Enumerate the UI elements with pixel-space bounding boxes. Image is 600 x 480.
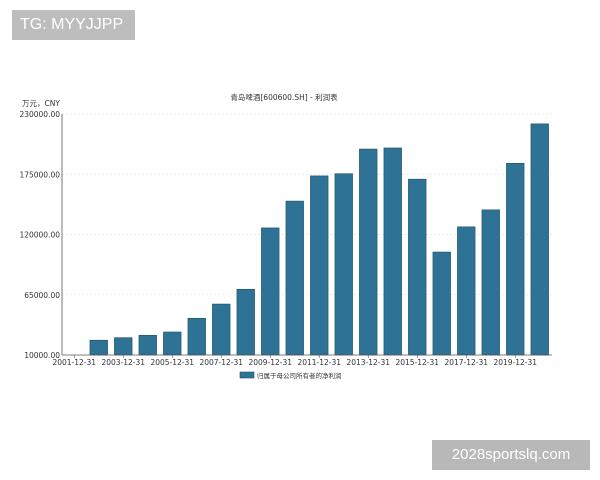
legend: 归属于母公司所有者的净利润	[239, 371, 342, 380]
bar	[261, 227, 280, 356]
bar	[408, 178, 427, 356]
tag-label: TG: MYYJJPP	[12, 10, 135, 40]
y-unit-label: 万元，CNY	[22, 99, 60, 108]
grid-lines	[62, 113, 552, 296]
x-tick-label: 2001-12-31	[52, 358, 96, 367]
bar	[89, 339, 108, 356]
y-tick-label: 230000.00	[19, 110, 60, 119]
x-tick-label: 2009-12-31	[248, 358, 292, 367]
y-tick-label: 65000.00	[24, 291, 60, 300]
legend-swatch	[239, 371, 255, 379]
bar	[285, 200, 304, 356]
x-tick-labels: 2001-12-31 2003-12-31 2005-12-31 2007-12-31…	[52, 355, 537, 367]
bar	[187, 318, 206, 356]
bar	[383, 147, 402, 356]
x-tick-label: 2011-12-31	[297, 358, 341, 367]
bar	[481, 209, 500, 356]
bar	[114, 337, 133, 356]
bar	[530, 123, 549, 356]
bar	[432, 251, 451, 356]
x-tick-label: 2005-12-31	[150, 358, 194, 367]
x-tick-label: 2019-12-31	[493, 358, 537, 367]
bar	[163, 331, 182, 356]
x-tick-label: 2003-12-31	[101, 358, 145, 367]
x-tick-label: 2013-12-31	[346, 358, 390, 367]
y-tick-label: 10000.00	[24, 351, 60, 360]
legend-label: 归属于母公司所有者的净利润	[257, 371, 342, 380]
y-tick-label: 120000.00	[19, 231, 60, 240]
bar	[236, 288, 255, 356]
bars	[89, 123, 549, 356]
bar	[457, 226, 476, 356]
x-tick-label: 2015-12-31	[395, 358, 439, 367]
bar	[138, 334, 157, 356]
axes	[61, 114, 552, 356]
bar	[310, 175, 329, 356]
bar	[334, 173, 353, 356]
bar	[212, 303, 231, 356]
watermark-label: 2028sportslq.com	[432, 440, 590, 470]
x-tick-label: 2007-12-31	[199, 358, 243, 367]
y-tick-labels: 10000.00 65000.00 120000.00 175000.00 230000…	[19, 110, 60, 360]
x-tick-label: 2017-12-31	[444, 358, 488, 367]
bar	[506, 162, 525, 356]
y-tick-label: 175000.00	[19, 170, 60, 179]
chart-title: 青岛啤酒[600600.SH] - 利润表	[230, 92, 338, 102]
bar	[359, 148, 378, 356]
